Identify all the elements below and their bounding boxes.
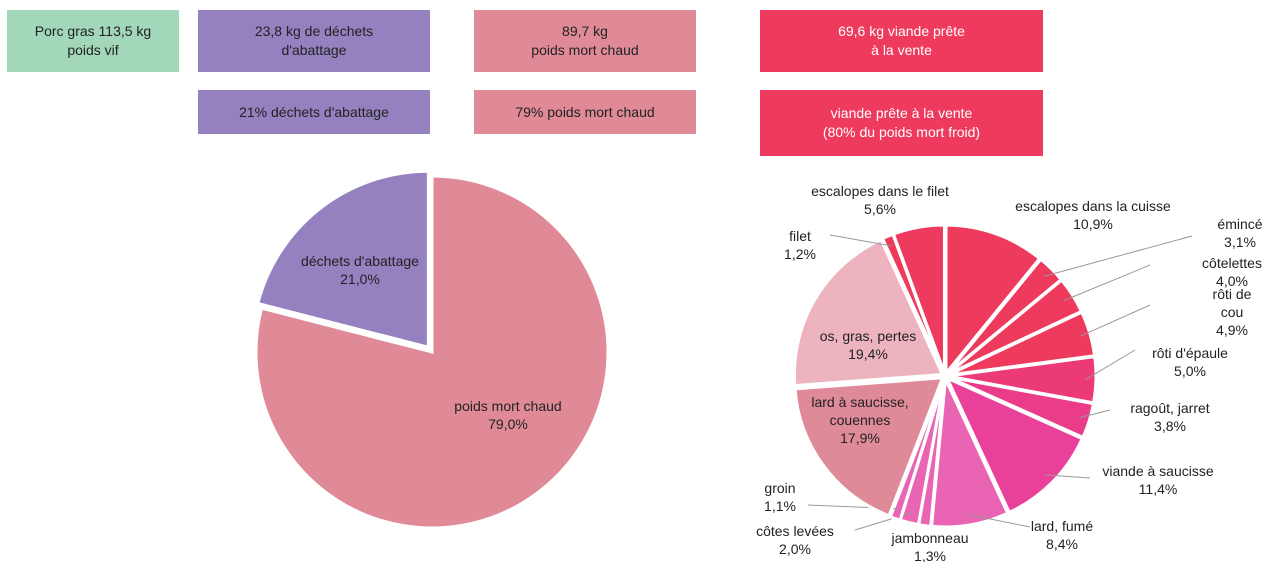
slice-value: 11,4% bbox=[1138, 481, 1178, 497]
box-text: Porc gras 113,5 kg bbox=[34, 23, 152, 39]
slice-name: viande à saucisse bbox=[1102, 463, 1214, 479]
box-text: 79% poids mort chaud bbox=[515, 103, 655, 120]
pie-slice bbox=[793, 376, 945, 518]
pie-slice bbox=[944, 223, 1042, 378]
slice-value: 10,9% bbox=[1073, 216, 1113, 232]
slice-name: déchets d'abattage bbox=[301, 253, 419, 269]
slice-value: 17,9% bbox=[840, 430, 880, 446]
slice-label: filet 1,2% bbox=[784, 227, 816, 263]
slice-value: 19,4% bbox=[848, 346, 888, 362]
box-text: à la vente bbox=[871, 42, 932, 58]
leader-line bbox=[1063, 264, 1151, 302]
leader-line bbox=[829, 234, 892, 247]
slice-label: escalopes dans le filet 5,6% bbox=[811, 182, 949, 218]
slice-value: 1,1% bbox=[764, 498, 796, 514]
box-text: 23,8 kg de déchets bbox=[254, 23, 374, 39]
slice-name: escalopes dans le filet bbox=[811, 183, 949, 199]
slice-label: jambonneau 1,3% bbox=[870, 529, 990, 562]
slice-label: escalopes dans la cuisse 10,9% bbox=[1015, 197, 1171, 233]
box-text: viande prête à la vente bbox=[830, 105, 973, 121]
slice-name: côtes levées bbox=[756, 523, 834, 539]
leader-line bbox=[1079, 409, 1111, 419]
slice-value: 8,4% bbox=[1046, 536, 1078, 552]
pie-slice bbox=[888, 378, 946, 523]
info-box: 21% déchets d'abattage bbox=[198, 90, 430, 134]
slice-name: lard à saucisse, couennes bbox=[811, 394, 909, 428]
slice-value: 4,0% bbox=[1216, 273, 1248, 289]
slice-name: émincé bbox=[1217, 216, 1263, 232]
slice-value: 2,0% bbox=[779, 541, 811, 557]
slice-name: poids mort chaud bbox=[454, 398, 562, 414]
slice-value: 21,0% bbox=[340, 271, 380, 287]
box-text: (80% du poids mort froid) bbox=[822, 124, 981, 140]
pie-slice bbox=[792, 237, 945, 388]
slice-name: filet bbox=[789, 228, 811, 244]
info-box: 69,6 kg viande prête à la vente bbox=[760, 10, 1043, 72]
slice-name: jambonneau bbox=[891, 530, 969, 546]
leader-line bbox=[968, 514, 1031, 528]
leader-line bbox=[1044, 235, 1193, 277]
slice-label: ragoût, jarret 3,8% bbox=[1130, 399, 1209, 435]
slice-name: côtelettes bbox=[1202, 255, 1262, 271]
slice-name: ragoût, jarret bbox=[1130, 400, 1210, 416]
box-text: 69,6 kg viande prête bbox=[838, 23, 965, 39]
slice-value: 3,8% bbox=[1154, 418, 1186, 434]
pie-slice bbox=[256, 169, 430, 350]
box-text: poids vif bbox=[67, 42, 119, 58]
slice-label: rôti de cou 4,9% bbox=[1207, 285, 1258, 339]
info-box: 79% poids mort chaud bbox=[474, 90, 696, 134]
leader-line bbox=[1045, 474, 1091, 479]
slice-name: lard, fumé bbox=[1030, 518, 1094, 534]
slice-name: rôti de cou bbox=[1212, 286, 1252, 320]
box-text: d'abattage bbox=[281, 42, 347, 58]
slice-label: côtelettes 4,0% bbox=[1202, 254, 1262, 290]
info-box: 23,8 kg de déchets d'abattage bbox=[198, 10, 430, 72]
slice-value: 79,0% bbox=[488, 416, 528, 432]
slice-name: os, gras, pertes bbox=[819, 328, 917, 344]
slice-value: 4,9% bbox=[1216, 322, 1248, 338]
box-text: 21% déchets d'abattage bbox=[239, 103, 389, 120]
slice-label: émincé 3,1% bbox=[1217, 215, 1262, 251]
slice-label: poids mort chaud 79,0% bbox=[454, 397, 561, 433]
slice-label: groin 1,1% bbox=[764, 479, 796, 515]
slice-label: lard à saucisse, couennes 17,9% bbox=[800, 393, 920, 447]
leader-line bbox=[1085, 349, 1136, 380]
slice-name: groin bbox=[764, 480, 796, 496]
slice-value: 1,2% bbox=[784, 246, 816, 262]
slice-label: lard, fumé 8,4% bbox=[1031, 517, 1093, 553]
slice-label: rôti d'épaule 5,0% bbox=[1152, 344, 1228, 380]
info-box: Porc gras 113,5 kg poids vif bbox=[7, 10, 179, 72]
slice-name: escalopes dans la cuisse bbox=[1015, 198, 1171, 214]
pie-slice bbox=[891, 223, 946, 374]
slice-label: os, gras, pertes 19,4% bbox=[820, 327, 917, 363]
slice-value: 5,0% bbox=[1174, 363, 1206, 379]
slice-name: rôti d'épaule bbox=[1152, 345, 1228, 361]
pie-slice bbox=[254, 174, 610, 530]
slice-value: 5,6% bbox=[864, 201, 896, 217]
leader-line bbox=[1079, 304, 1151, 337]
slice-label: déchets d'abattage 21,0% bbox=[301, 252, 419, 288]
slice-label: côtes levées 2,0% bbox=[756, 522, 834, 558]
box-text: 89,7 kg bbox=[562, 23, 608, 39]
slice-value: 1,3% bbox=[914, 548, 946, 562]
info-box: viande prête à la vente (80% du poids mor… bbox=[760, 90, 1043, 156]
box-text: poids mort chaud bbox=[531, 42, 639, 58]
slice-label: viande à saucisse 11,4% bbox=[1102, 462, 1213, 498]
pie-slice bbox=[944, 375, 1085, 515]
info-box: 89,7 kg poids mort chaud bbox=[474, 10, 696, 72]
slice-value: 3,1% bbox=[1224, 234, 1256, 250]
